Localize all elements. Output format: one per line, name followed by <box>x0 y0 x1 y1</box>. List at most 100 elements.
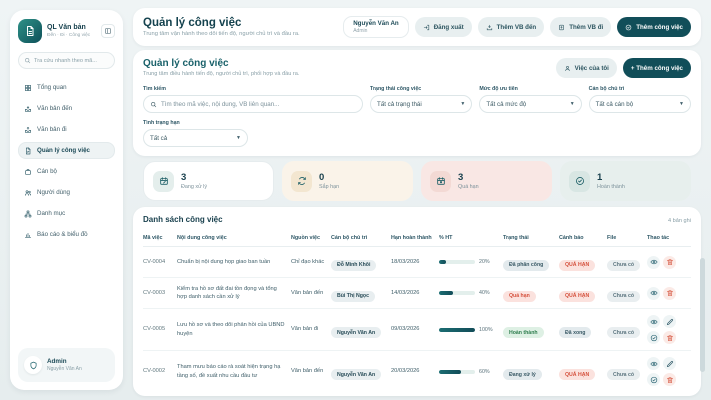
stat-text: 3 Quá hạn <box>458 172 479 190</box>
view-action-button[interactable] <box>647 255 660 269</box>
warning-cell: QUÁ HẠN <box>559 363 603 381</box>
logout-button[interactable]: Đăng xuất <box>414 17 472 37</box>
panel-toggle-icon <box>105 28 111 34</box>
officer-filter-select[interactable]: Tất cả cán bộ ▼ <box>588 95 691 113</box>
topbar-user-role: Admin <box>353 28 368 34</box>
task-deadline: 09/03/2026 <box>391 326 420 333</box>
complete-action-button[interactable] <box>647 373 660 386</box>
progress-fill <box>439 260 447 264</box>
grid-icon <box>25 84 31 91</box>
deadline-filter-label: Tình trạng hạn <box>143 120 180 126</box>
sidebar-item-categories[interactable]: Danh mục <box>18 205 115 222</box>
check-circle-icon <box>625 24 632 30</box>
stat-value: 3 <box>181 172 187 183</box>
deadline-filter-select[interactable]: Tất cả ▼ <box>143 129 248 147</box>
section-subtitle: Trung tâm điều hành tiến độ, người chủ t… <box>143 71 300 77</box>
sidebar-item-outgoing-docs[interactable]: Văn bản đi <box>18 121 115 138</box>
progress-label: 100% <box>479 326 493 333</box>
topbar-user-name: Nguyễn Văn An <box>353 20 399 27</box>
sidebar-item-reports[interactable]: Báo cáo & biểu đồ <box>18 226 115 243</box>
section-actions: Việc của tôi + Thêm công việc <box>555 58 691 78</box>
actions-cell <box>647 357 679 386</box>
stat-card-overdue: 3 Quá hạn <box>421 161 552 201</box>
download-tray-icon <box>486 24 492 30</box>
task-code: CV-0004 <box>143 258 166 265</box>
record-count: 4 bản ghi <box>667 218 691 224</box>
task-source: Chỉ đạo khác <box>291 258 325 265</box>
my-tasks-button[interactable]: Việc của tôi <box>555 58 617 78</box>
view-action-button[interactable] <box>647 315 660 328</box>
eye-icon <box>650 319 657 324</box>
trash-icon <box>666 376 673 383</box>
delete-action-button[interactable] <box>663 373 676 386</box>
sidebar-search-input[interactable]: Tra cứu nhanh theo mã... <box>18 52 115 69</box>
section-title: Quản lý công việc <box>143 58 229 69</box>
task-source: Văn bản đến <box>291 368 324 375</box>
section-header: Quản lý công việc Trung tâm điều hành ti… <box>143 58 691 78</box>
add-incoming-doc-button[interactable]: Thêm VB đến <box>477 17 545 37</box>
sidebar-item-task-management[interactable]: Quản lý công việc <box>18 142 115 159</box>
status-badge: Đang xử lý <box>503 369 542 380</box>
sidebar-item-officers[interactable]: Cán bộ <box>18 163 115 180</box>
sidebar-item-overview[interactable]: Tổng quan <box>18 79 115 96</box>
sidebar-user-card: Admin Nguyễn Văn An <box>18 348 115 382</box>
col-header-actions: Thao tác <box>647 235 670 241</box>
task-search-input[interactable]: Tìm theo mã việc, nội dung, VB liên quan… <box>143 95 363 113</box>
task-deadline: 14/03/2026 <box>391 289 420 296</box>
document-icon <box>27 26 34 36</box>
delete-action-button[interactable] <box>663 255 676 269</box>
sidebar-item-label: Người dùng <box>37 189 70 196</box>
topbar-titles: Quản lý công việc Trung tâm vận hành the… <box>143 17 300 37</box>
inbox-out-icon <box>25 126 31 133</box>
add-task-button-secondary[interactable]: + Thêm công việc <box>622 58 691 78</box>
chart-icon <box>25 232 31 238</box>
delete-action-button[interactable] <box>663 331 676 344</box>
progress-cell: 60% <box>439 369 499 375</box>
delete-action-button[interactable] <box>663 286 676 300</box>
stat-card-completed: 1 Hoàn thành <box>560 161 691 201</box>
view-action-button[interactable] <box>647 357 660 370</box>
eye-icon <box>650 361 657 366</box>
edit-action-button[interactable] <box>663 315 676 328</box>
col-header-status: Trạng thái <box>503 235 529 241</box>
progress-bar <box>439 260 475 264</box>
add-outgoing-doc-button[interactable]: Thêm VB đi <box>550 17 612 37</box>
stat-value: 1 <box>597 172 603 183</box>
stat-text: 1 Hoàn thành <box>597 172 625 190</box>
sidebar-collapse-button[interactable] <box>101 24 115 38</box>
sidebar-item-label: Quản lý công việc <box>37 147 90 154</box>
task-officer-cell: Bùi Thị Ngọc <box>331 284 387 302</box>
sidebar-user-name: Admin <box>47 358 67 365</box>
status-cell: Quá hạn <box>503 284 555 302</box>
status-cell: Hoàn thành <box>503 321 555 339</box>
sidebar-item-users[interactable]: Người dùng <box>18 184 115 201</box>
stat-label: Hoàn thành <box>597 184 625 190</box>
scrollbar[interactable] <box>700 258 705 372</box>
stat-label: Quá hạn <box>458 184 479 190</box>
progress-fill <box>439 369 461 374</box>
actions-cell <box>647 286 679 300</box>
col-header-progress: % HT <box>439 235 453 241</box>
topbar: Quản lý công việc Trung tâm vận hành the… <box>133 8 701 46</box>
warning-badge: Đã xong <box>559 327 592 338</box>
warning-cell: QUÁ HẠN <box>559 253 603 271</box>
status-filter-select[interactable]: Tất cả trạng thái ▼ <box>370 95 473 113</box>
check-circle-icon <box>650 376 657 383</box>
task-source: Văn bản đến <box>291 289 324 296</box>
check-circle-icon <box>569 170 590 192</box>
person-icon <box>564 65 570 71</box>
view-action-button[interactable] <box>647 286 660 300</box>
col-header-code: Mã việc <box>143 235 163 241</box>
col-header-deadline: Hạn hoàn thành <box>391 235 432 241</box>
trash-icon <box>666 290 673 296</box>
sidebar-item-incoming-docs[interactable]: Văn bản đến <box>18 100 115 117</box>
edit-action-button[interactable] <box>663 357 676 370</box>
my-tasks-label: Việc của tôi <box>574 64 609 72</box>
task-officer-cell: Đỗ Minh Khôi <box>331 253 387 271</box>
add-task-button[interactable]: Thêm công việc <box>617 17 691 37</box>
filters-panel: Quản lý công việc Trung tâm điều hành ti… <box>133 50 701 156</box>
complete-action-button[interactable] <box>647 331 660 344</box>
stat-value: 3 <box>458 172 464 183</box>
file-badge: Chưa có <box>607 327 641 338</box>
priority-filter-select[interactable]: Tất cả mức độ ▼ <box>479 95 582 113</box>
